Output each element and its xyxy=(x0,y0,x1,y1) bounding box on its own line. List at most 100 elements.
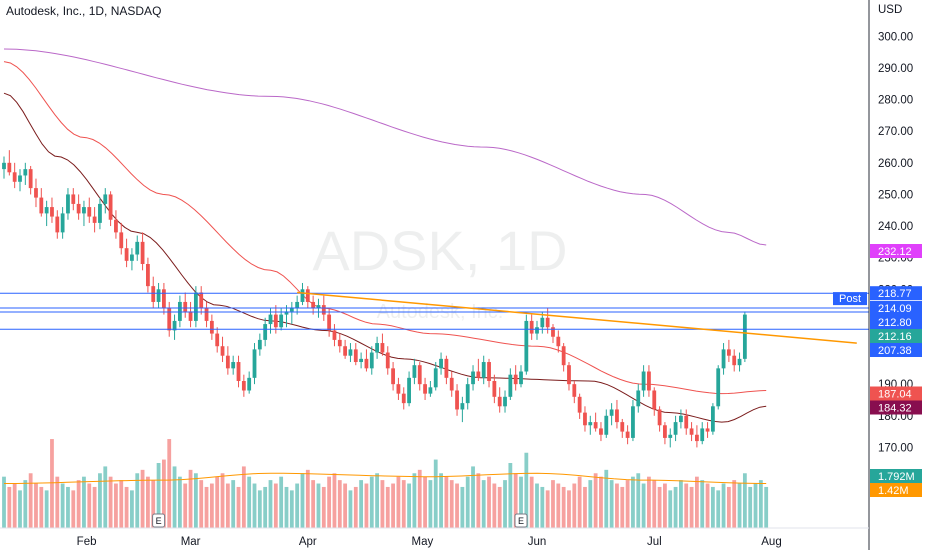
volume-bar xyxy=(615,483,619,528)
candle-body xyxy=(2,162,6,170)
candle-body xyxy=(316,305,321,309)
time-tick-label: May xyxy=(412,536,434,548)
volume-bar xyxy=(257,490,262,528)
price-tick-label: 250.00 xyxy=(878,189,913,201)
candle-body xyxy=(481,362,486,378)
candle-body xyxy=(444,358,449,378)
volume-bar xyxy=(343,483,348,528)
watermark: ADSK, 1D Autodesk, Inc. xyxy=(312,219,567,323)
volume-bar xyxy=(673,486,678,528)
volume-bar xyxy=(231,480,236,528)
volume-bar xyxy=(401,480,406,528)
candle-body xyxy=(599,428,603,435)
candle-body xyxy=(225,355,230,369)
candle-body xyxy=(151,286,156,302)
volume-tag xyxy=(870,469,922,483)
volume-bar xyxy=(524,452,529,528)
candle-body xyxy=(28,169,33,189)
volume-bar xyxy=(433,459,438,528)
volume-bar xyxy=(300,473,305,528)
volume-bar xyxy=(625,480,630,528)
candle-body xyxy=(460,403,465,410)
volume-bar xyxy=(193,473,198,528)
earnings-marker xyxy=(152,513,166,528)
volume-bar xyxy=(369,476,374,528)
time-tick-label: Apr xyxy=(299,536,317,548)
price-tick-label: 300.00 xyxy=(878,31,913,43)
volume-bar xyxy=(375,473,379,528)
candle-body xyxy=(60,213,65,233)
volume-bar xyxy=(663,483,667,528)
candle-body xyxy=(652,390,657,410)
volume-bar xyxy=(439,473,443,528)
price-tag xyxy=(870,329,922,343)
time-tick-label: Aug xyxy=(761,536,781,548)
volume-bar xyxy=(151,480,156,528)
candle-body xyxy=(732,355,737,366)
price-tag xyxy=(870,315,922,329)
volume-bar xyxy=(380,480,385,528)
candle-body xyxy=(513,374,518,385)
candle-body xyxy=(385,352,390,369)
volume-bar xyxy=(82,476,86,528)
volume-bar xyxy=(289,490,294,528)
volume-bar xyxy=(513,473,518,528)
candle-body xyxy=(39,197,44,214)
candle-body xyxy=(215,333,220,347)
earnings-marker-label: E xyxy=(518,516,524,526)
candle-body xyxy=(577,396,582,413)
candle-body xyxy=(465,384,470,404)
candle-body xyxy=(311,301,316,309)
price-tag xyxy=(870,343,922,357)
volume-bar xyxy=(567,490,571,528)
volume-bar xyxy=(481,480,486,528)
candle-body xyxy=(631,406,635,438)
volume-bar xyxy=(551,480,555,528)
volume-bar xyxy=(657,486,662,528)
candle-body xyxy=(268,314,273,325)
candle-body xyxy=(55,216,60,233)
volume-bar xyxy=(732,480,737,528)
volume-bar xyxy=(209,483,214,528)
volume-bar xyxy=(295,483,300,528)
volume-bar xyxy=(753,483,758,528)
candle-body xyxy=(503,396,507,407)
candle-body xyxy=(183,301,188,312)
candle-body xyxy=(353,349,358,363)
candle-body xyxy=(327,314,332,331)
candle-body xyxy=(231,362,236,369)
volume-bar xyxy=(455,483,459,528)
candle-body xyxy=(620,422,625,432)
candle-body xyxy=(135,241,140,255)
volume-bar xyxy=(417,469,422,528)
price-tag-label: 212.80 xyxy=(878,317,912,329)
volume-bar xyxy=(263,486,268,528)
volume-bar xyxy=(748,486,753,528)
volume-bar xyxy=(535,483,539,528)
candle-body xyxy=(156,289,161,302)
time-axis[interactable]: Feb Mar Apr May Jun Jul Aug xyxy=(77,536,782,548)
candle-body xyxy=(332,330,337,340)
volume-bar xyxy=(183,483,188,528)
candle-body xyxy=(561,346,566,366)
volume-bar xyxy=(385,486,390,528)
candle-body xyxy=(92,216,97,223)
candle-body xyxy=(23,169,28,176)
candle-body xyxy=(289,308,294,312)
candle-body xyxy=(87,207,92,217)
volume-bar xyxy=(321,486,326,528)
candle-body xyxy=(572,384,577,397)
volume-bar xyxy=(199,480,204,528)
candle-body xyxy=(193,292,198,321)
volume-bar xyxy=(327,476,332,528)
candle-body xyxy=(737,358,742,366)
volume-bar xyxy=(684,483,689,528)
candle-body xyxy=(199,292,204,309)
candle-body xyxy=(428,387,433,394)
candle-body xyxy=(705,428,710,432)
candle-body xyxy=(449,377,454,391)
volume-bar xyxy=(98,473,102,528)
volume-bar xyxy=(742,473,747,528)
